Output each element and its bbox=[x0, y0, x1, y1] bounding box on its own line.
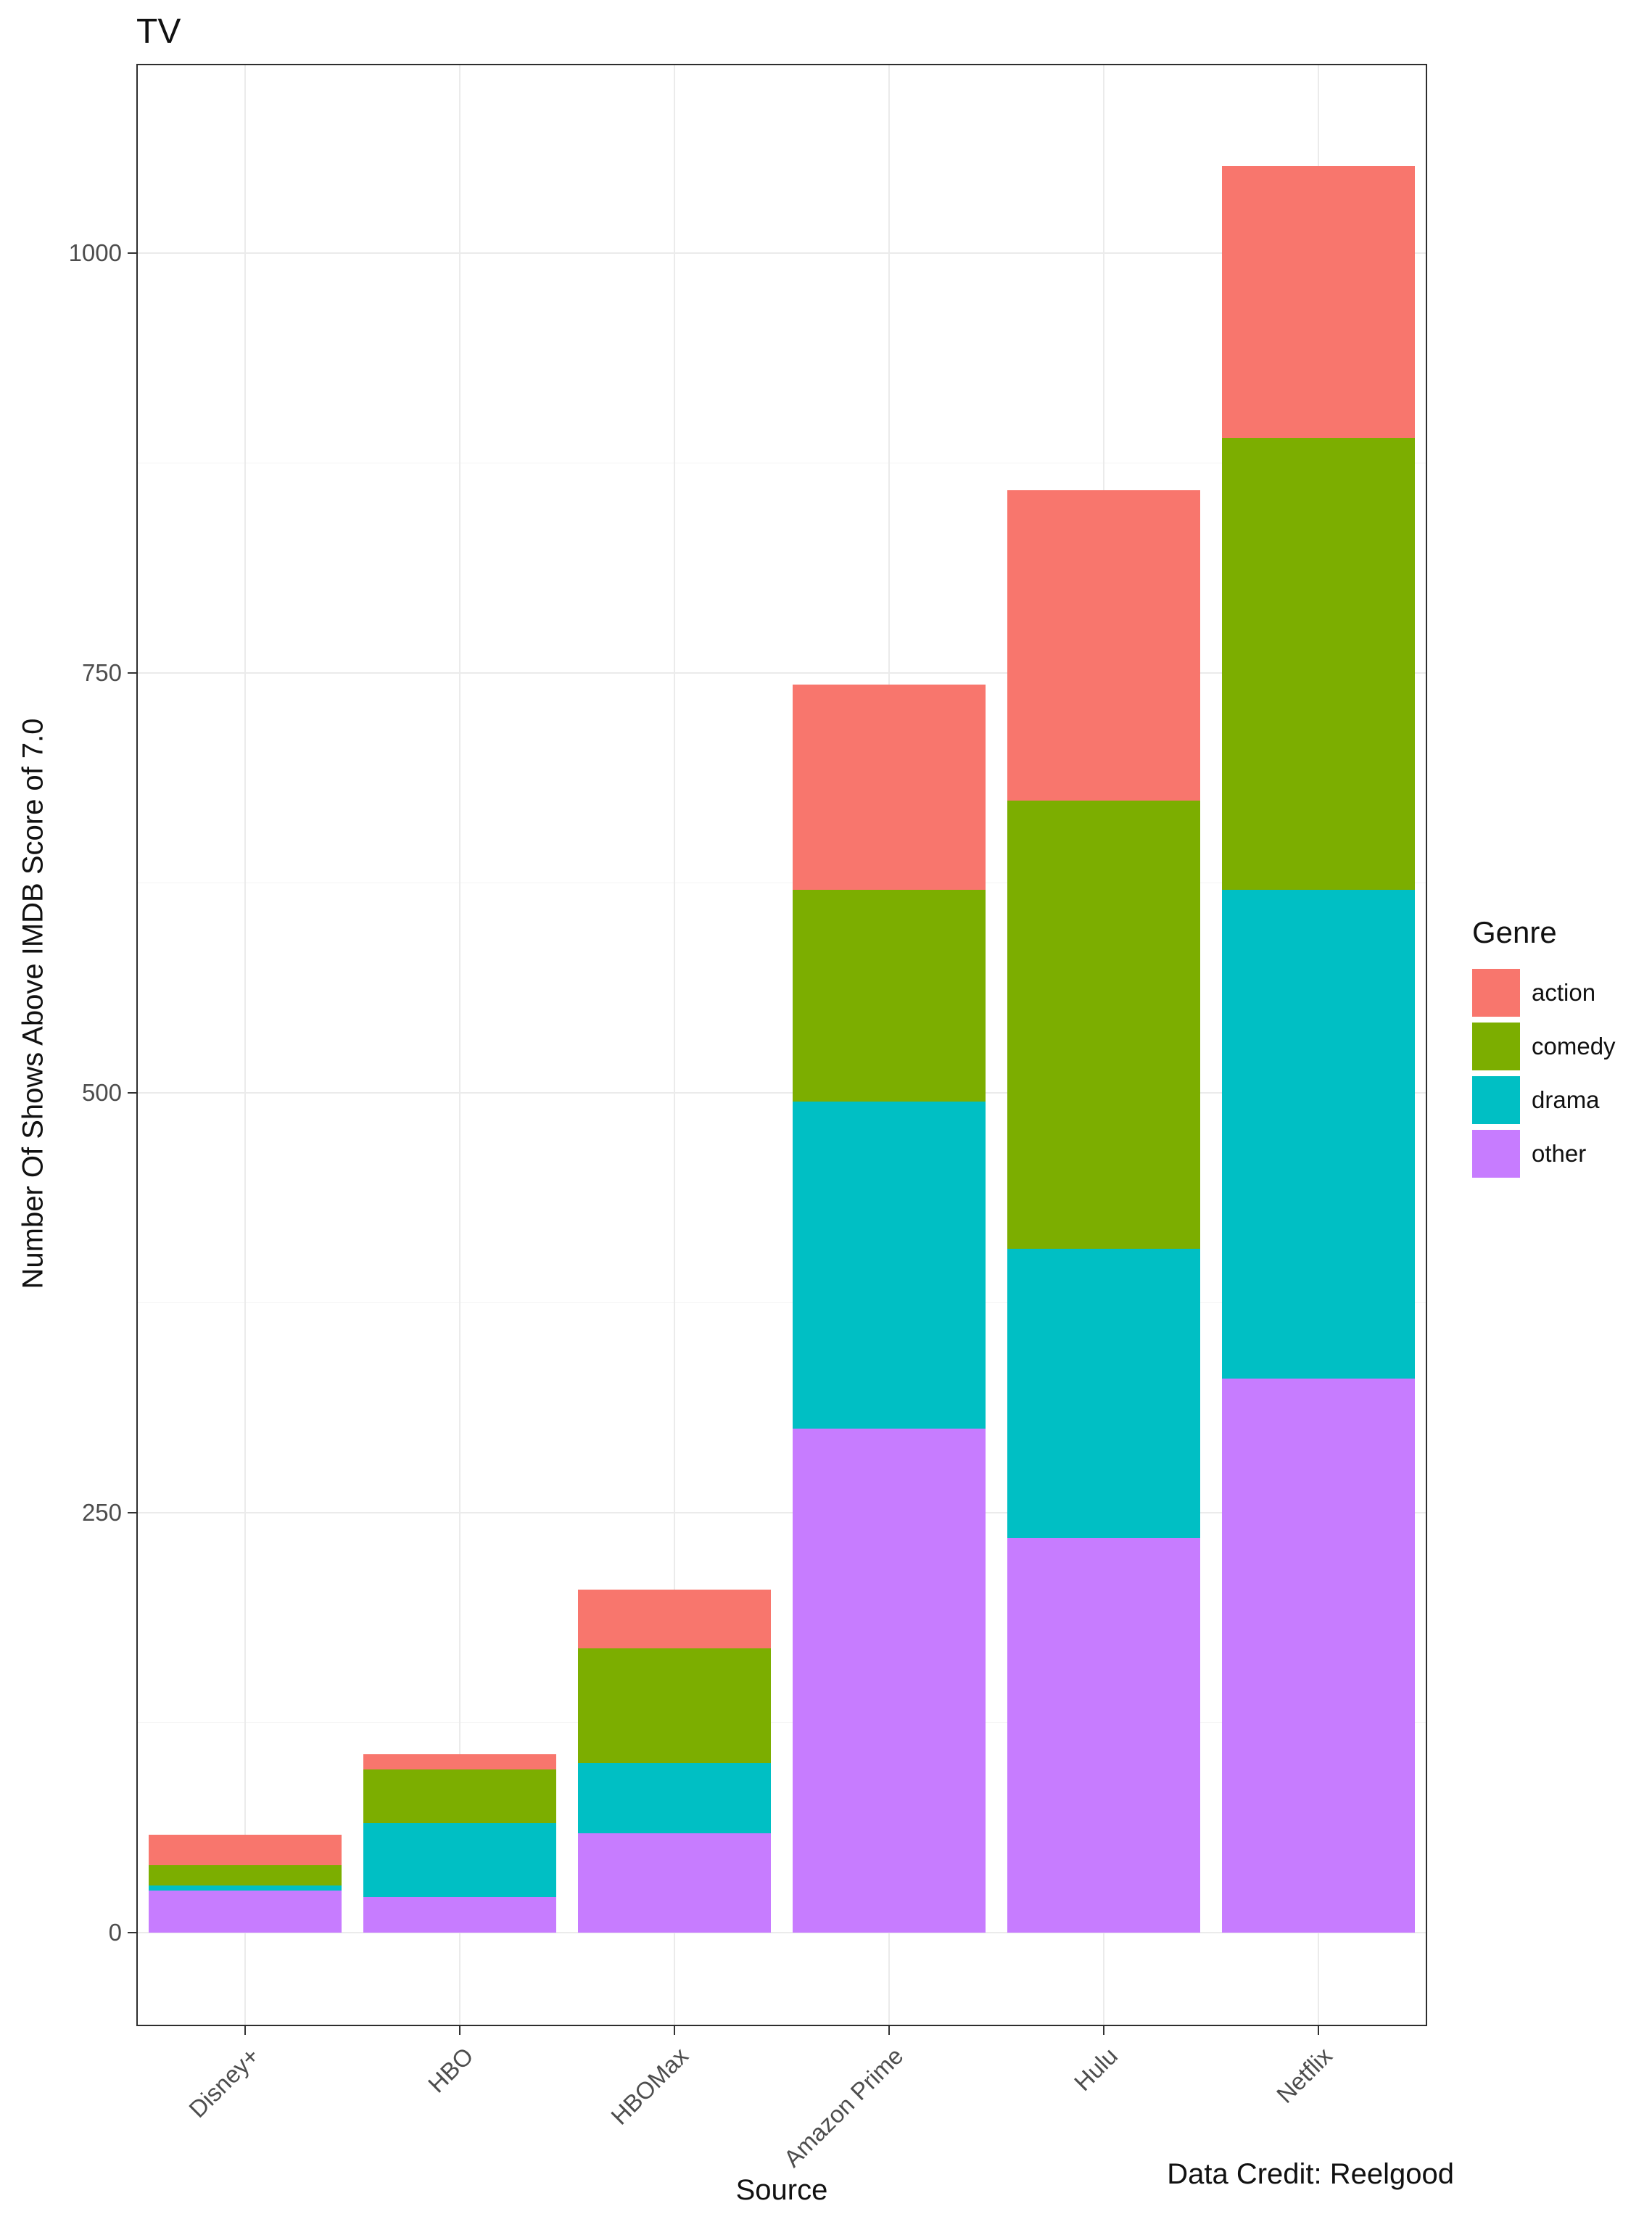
x-tick-mark bbox=[459, 2026, 461, 2035]
x-axis-title: Source bbox=[735, 2174, 828, 2206]
drama-color-swatch bbox=[1472, 1076, 1520, 1124]
legend-label-action: action bbox=[1532, 979, 1596, 1006]
legend-item-comedy: comedy bbox=[1472, 1023, 1616, 1070]
bar-segment-hulu-action bbox=[1007, 490, 1200, 801]
x-tick-mark bbox=[1318, 2026, 1319, 2035]
x-tick-mark bbox=[674, 2026, 675, 2035]
bar-segment-amazon-prime-drama bbox=[793, 1101, 986, 1429]
legend-title: Genre bbox=[1472, 915, 1557, 949]
bar-segment-hulu-other bbox=[1007, 1537, 1200, 1933]
legend-items: action comedy drama other bbox=[1472, 969, 1616, 1178]
major-gridline bbox=[138, 252, 1426, 255]
other-color-swatch bbox=[1472, 1130, 1520, 1178]
legend: Genre action comedy drama other bbox=[1472, 915, 1616, 1184]
bar-segment-netflix-comedy bbox=[1222, 438, 1415, 890]
legend-label-comedy: comedy bbox=[1532, 1033, 1616, 1060]
vertical-gridline bbox=[459, 65, 461, 2025]
bar-segment-hbo-drama bbox=[363, 1823, 556, 1898]
y-tick-mark bbox=[128, 1091, 136, 1094]
vertical-gridline bbox=[244, 65, 246, 2025]
minor-gridline bbox=[138, 1722, 1426, 1723]
y-tick-label: 1000 bbox=[68, 239, 122, 267]
bar-segment-hbomax-drama bbox=[578, 1762, 771, 1834]
bar-segment-netflix-other bbox=[1222, 1378, 1415, 1933]
bar-segment-disney--comedy bbox=[149, 1865, 342, 1885]
bar-segment-netflix-drama bbox=[1222, 889, 1415, 1379]
legend-label-drama: drama bbox=[1532, 1086, 1600, 1113]
y-tick-label: 750 bbox=[81, 659, 122, 687]
y-tick-label: 250 bbox=[81, 1498, 122, 1526]
major-gridline bbox=[138, 1091, 1426, 1094]
bar-segment-hbo-action bbox=[363, 1754, 556, 1770]
y-tick-mark bbox=[128, 1931, 136, 1933]
major-gridline bbox=[138, 1931, 1426, 1933]
legend-item-drama: drama bbox=[1472, 1076, 1616, 1124]
y-tick-label: 500 bbox=[81, 1078, 122, 1106]
x-tick-mark bbox=[1103, 2026, 1104, 2035]
bar-segment-amazon-prime-comedy bbox=[793, 889, 986, 1102]
plot-panel bbox=[136, 64, 1427, 2026]
bar-segment-disney--drama bbox=[149, 1885, 342, 1891]
bar-segment-disney--action bbox=[149, 1835, 342, 1866]
data-credit-caption: Data Credit: Reelgood bbox=[1167, 2158, 1454, 2190]
bar-segment-disney--other bbox=[149, 1890, 342, 1933]
comedy-color-swatch bbox=[1472, 1023, 1520, 1070]
minor-gridline bbox=[138, 1302, 1426, 1303]
major-gridline bbox=[138, 1511, 1426, 1513]
vertical-gridline bbox=[674, 65, 675, 2025]
bar-segment-hulu-comedy bbox=[1007, 801, 1200, 1249]
bar-segment-hulu-drama bbox=[1007, 1249, 1200, 1538]
y-tick-mark bbox=[128, 252, 136, 255]
legend-item-other: other bbox=[1472, 1130, 1616, 1178]
bar-segment-amazon-prime-other bbox=[793, 1429, 986, 1933]
y-tick-mark bbox=[128, 672, 136, 674]
y-tick-label: 0 bbox=[108, 1918, 122, 1946]
chart-title: TV bbox=[136, 12, 181, 51]
bar-segment-hbo-other bbox=[363, 1897, 556, 1933]
legend-label-other: other bbox=[1532, 1140, 1587, 1167]
x-tick-mark bbox=[244, 2026, 246, 2035]
legend-item-action: action bbox=[1472, 969, 1616, 1017]
bar-segment-hbomax-comedy bbox=[578, 1648, 771, 1763]
y-tick-mark bbox=[128, 1511, 136, 1513]
bar-segment-hbo-comedy bbox=[363, 1769, 556, 1824]
bar-segment-amazon-prime-action bbox=[793, 685, 986, 890]
major-gridline bbox=[138, 672, 1426, 674]
bar-segment-hbomax-other bbox=[578, 1833, 771, 1933]
bar-segment-netflix-action bbox=[1222, 165, 1415, 438]
bar-segment-hbomax-action bbox=[578, 1590, 771, 1649]
x-tick-mark bbox=[888, 2026, 890, 2035]
action-color-swatch bbox=[1472, 969, 1520, 1017]
